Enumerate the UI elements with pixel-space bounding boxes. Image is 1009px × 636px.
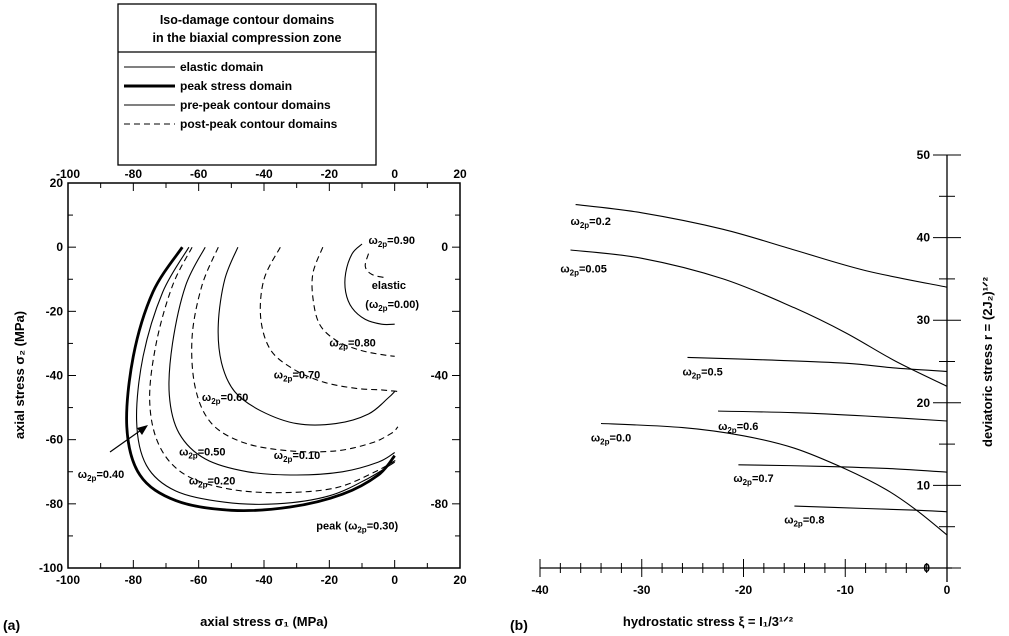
panel-a-contour-thin xyxy=(217,246,396,426)
panel-a-y-tick-label: -40 xyxy=(46,369,64,383)
panel-a-right-tick-label: 0 xyxy=(441,240,448,254)
panel-b-curve-label: ω2p=0.2 xyxy=(571,216,611,230)
panel-a-contour-dashed xyxy=(364,253,386,279)
panel-b-annotations: ω2p=0.2 ω2p=0.05 ω2p=0.5 ω2p=0.6 ω2p=0.0 ω2p=… xyxy=(560,216,824,528)
panel-a-contour-label: (ω2p=0.00) xyxy=(365,299,419,313)
panel-b-curves xyxy=(570,204,948,536)
panel-a-contour-dashed xyxy=(191,246,399,453)
panel-a-x-axis-label: axial stress σ₁ (MPa) xyxy=(200,614,328,629)
panel-a-contour-label: ω2p=0.50 xyxy=(179,447,225,461)
panel-a-contour-thick xyxy=(125,246,396,512)
panel-a-x-top-tick-label: 0 xyxy=(391,167,398,181)
legend-title-line2: in the biaxial compression zone xyxy=(153,31,342,45)
legend-title-line1: Iso-damage contour domains xyxy=(160,13,334,27)
panel-b-curve xyxy=(600,422,948,536)
panel-a-x-tick-label: -40 xyxy=(255,573,273,587)
panel-b-curve-label: ω2p=0.5 xyxy=(682,367,722,381)
panel-b-curve-label: ω2p=0.05 xyxy=(560,263,606,277)
panel-b-x-tick-label: -30 xyxy=(633,583,651,597)
panel-a-y-tick-label: -100 xyxy=(39,561,63,575)
panel-b-x-tick-label: 0 xyxy=(944,583,951,597)
panel-a-x-tick-label: -20 xyxy=(321,573,339,587)
legend-item-peak: peak stress domain xyxy=(180,79,292,93)
panel-b-x-axis-label: hydrostatic stress ξ = I₁/3¹ᐟ² xyxy=(623,614,794,629)
panel-a-x-top-tick-label: -100 xyxy=(56,167,80,181)
panel-b-curve xyxy=(687,356,948,372)
panel-a-y-tick-label: -60 xyxy=(46,433,64,447)
panel-b-y-tick-label: 30 xyxy=(917,313,931,327)
panel-a-curves xyxy=(125,243,399,512)
panel-b-y-tick-label: 10 xyxy=(917,478,931,492)
panel-b-y-tick-label: 20 xyxy=(917,396,931,410)
legend: Iso-damage contour domains in the biaxia… xyxy=(117,3,377,166)
panel-b-chart: -40 -30 -20 -10 00 10 20 30 40 50 ω2p=0.2 ω2p=0.05… xyxy=(510,148,995,633)
panel-b-curve-label: ω2p=0.7 xyxy=(733,473,773,487)
panel-a-contour-thin xyxy=(344,243,395,326)
panel-a-x-top-tick-label: -40 xyxy=(255,167,273,181)
panel-a-contour-dashed xyxy=(259,246,398,393)
panel-a-contour-thin xyxy=(168,246,395,476)
panel-a-contour-label: ω2p=0.10 xyxy=(274,450,320,464)
panel-a-contour-label: ω2p=0.90 xyxy=(369,235,415,249)
legend-item-prepeak: pre-peak contour domains xyxy=(180,98,331,112)
panel-a-contour-label: ω2p=0.40 xyxy=(78,469,124,483)
panel-a-y-tick-label: -20 xyxy=(46,304,64,318)
panel-a-contour-thin xyxy=(135,246,395,505)
panel-b-curve xyxy=(575,204,948,288)
panel-a-y-tick-label: 20 xyxy=(50,176,64,190)
panel-a-y-tick-label: -80 xyxy=(46,497,64,511)
panel-a-contour-label: ω2p=0.80 xyxy=(329,338,375,352)
panel-b-x-tick-label: -20 xyxy=(735,583,753,597)
panel-b-y-tick-label: 40 xyxy=(917,231,931,245)
panel-a-x-tick-label: 20 xyxy=(453,573,467,587)
panel-a-contour-dashed xyxy=(311,247,395,357)
legend-item-postpeak: post-peak contour domains xyxy=(180,117,338,131)
legend-item-elastic: elastic domain xyxy=(180,60,263,74)
panel-a-contour-label: ω2p=0.20 xyxy=(189,476,235,490)
panel-a-annotations: ω2p=0.90 elastic (ω2p=0.00) ω2p=0.80 ω2p=0.7… xyxy=(78,235,420,535)
panel-b-x-tick-label: -40 xyxy=(531,583,549,597)
panel-a-x-tick-label: -100 xyxy=(56,573,80,587)
panel-a-x-top-tick-label: 20 xyxy=(453,167,467,181)
panel-a-x-tick-label: -60 xyxy=(190,573,208,587)
panel-a-ticks: -100-100-80-80-60-60-40-40-20-2000202020… xyxy=(39,167,467,587)
panel-a-chart: -100-100-80-80-60-60-40-40-20-2000202020… xyxy=(3,167,467,633)
panel-a-contour-label: ω2p=0.70 xyxy=(274,370,320,384)
panel-b-curve-label: ω2p=0.0 xyxy=(591,433,631,447)
panel-b-x-tick-label: -10 xyxy=(837,583,855,597)
panel-a-contour-label: ω2p=0.60 xyxy=(202,392,248,406)
panel-b-tag: (b) xyxy=(510,617,528,633)
panel-a-contour-label: peak (ω2p=0.30) xyxy=(316,521,398,535)
panel-b-curve xyxy=(570,249,948,387)
panel-b-curve xyxy=(738,464,948,473)
peak-pointer-arrow xyxy=(109,425,148,453)
panel-a-x-tick-label: 0 xyxy=(391,573,398,587)
panel-b-curve xyxy=(794,505,948,513)
panel-b-y-tick-label: 0 xyxy=(923,561,930,575)
panel-b-curve-label: ω2p=0.8 xyxy=(784,514,824,528)
panel-a-x-top-tick-label: -60 xyxy=(190,167,208,181)
panel-a-x-tick-label: -80 xyxy=(125,573,143,587)
panel-b-y-axis-label: deviatoric stress r = (2J₂)¹ᐟ² xyxy=(980,276,995,447)
panel-a-contour-label: elastic xyxy=(372,280,406,292)
panel-b-y-tick-label: 50 xyxy=(917,148,931,162)
panel-a-y-axis-label: axial stress σ₂ (MPa) xyxy=(12,311,27,439)
panel-b-curve xyxy=(718,410,948,422)
panel-b-curve-label: ω2p=0.6 xyxy=(718,421,758,435)
panel-b-ticks: -40 -30 -20 -10 00 10 20 30 40 50 xyxy=(531,148,961,597)
panel-a-right-tick-label: -80 xyxy=(431,497,449,511)
panel-a-contour-dashed xyxy=(149,246,399,494)
panel-a-y-tick-label: 0 xyxy=(56,240,63,254)
panel-a-right-tick-label: -40 xyxy=(431,369,449,383)
panel-a-x-top-tick-label: -20 xyxy=(321,167,339,181)
panel-a-x-top-tick-label: -80 xyxy=(125,167,143,181)
panel-a-tag: (a) xyxy=(3,617,20,633)
